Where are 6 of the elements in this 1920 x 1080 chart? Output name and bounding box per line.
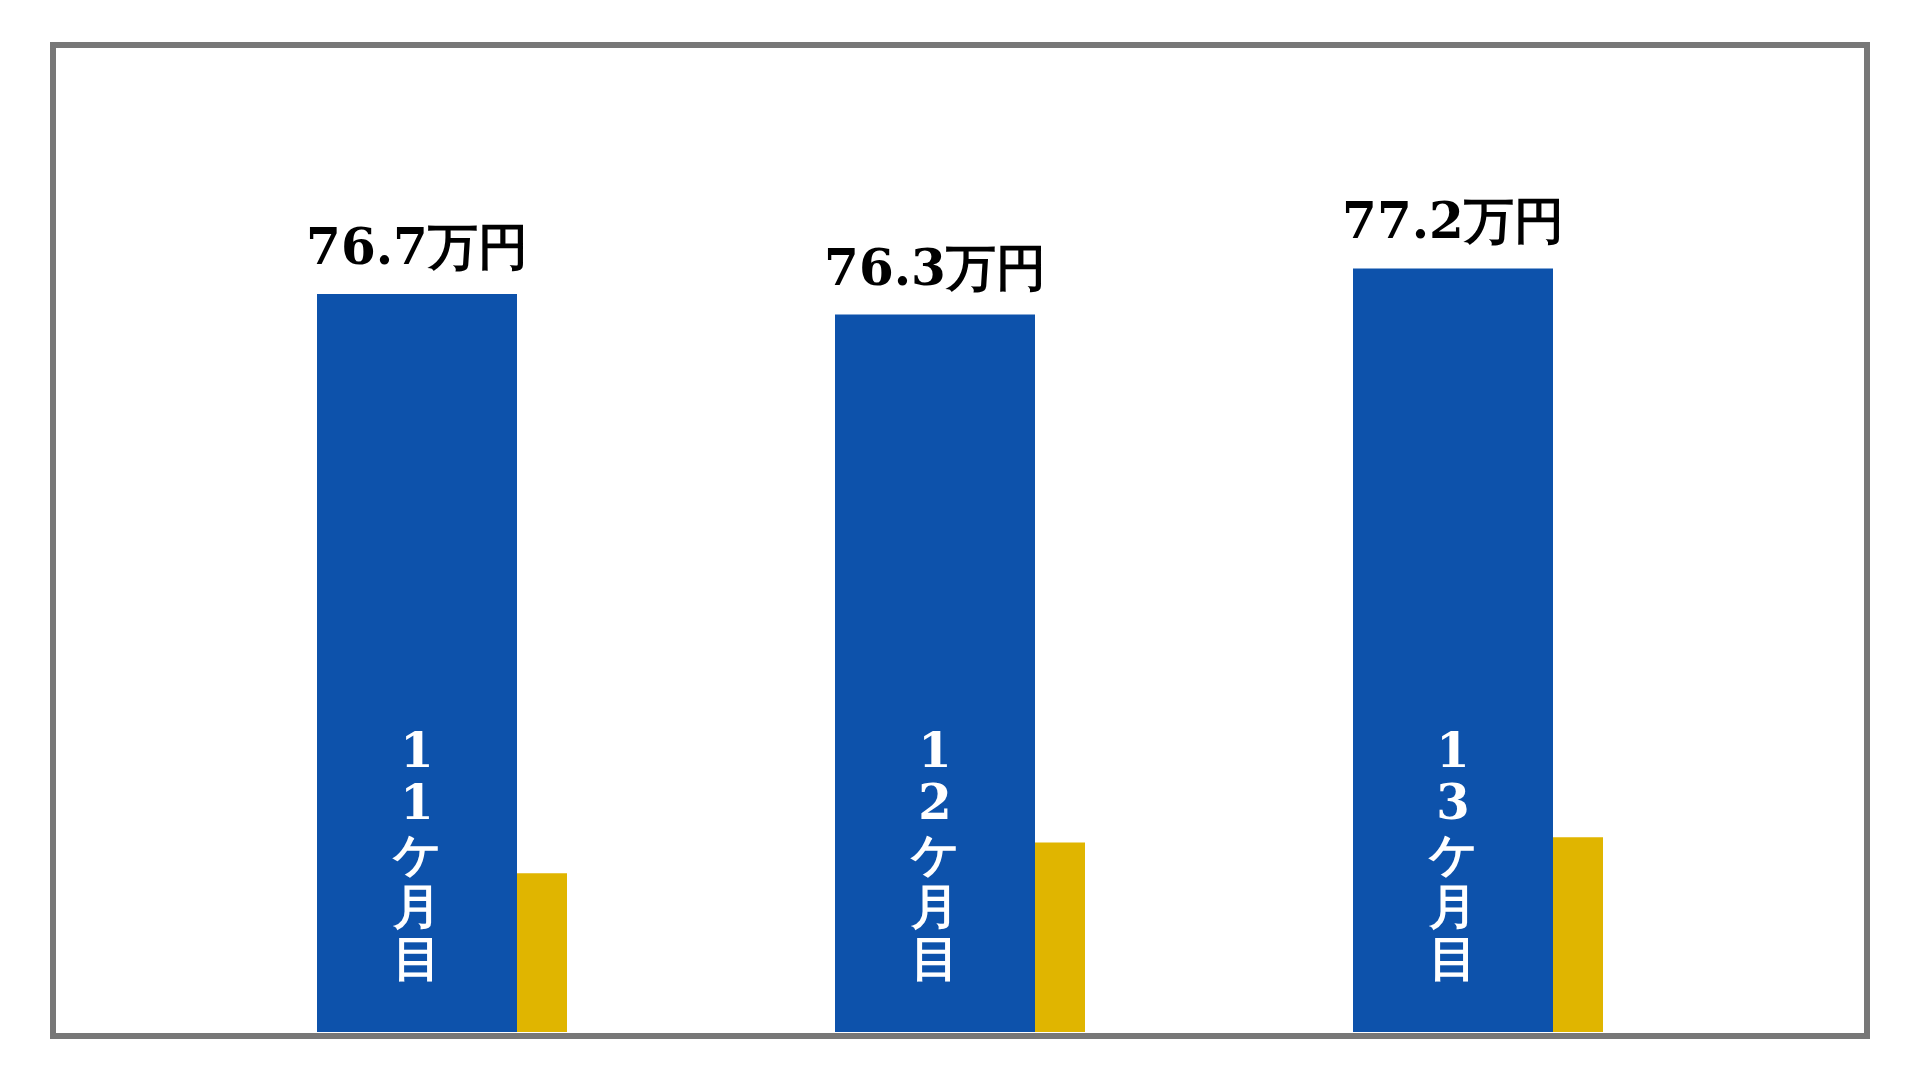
x-tick-label: 12ケ月目	[909, 722, 960, 986]
data-label: 76.7万円	[306, 217, 528, 276]
x-tick-label: 13ケ月目	[1427, 722, 1478, 986]
data-label: 77.2万円	[1342, 191, 1564, 251]
data-label: 76.3万円	[824, 237, 1046, 297]
x-tick-label: 11ケ月目	[391, 722, 442, 986]
